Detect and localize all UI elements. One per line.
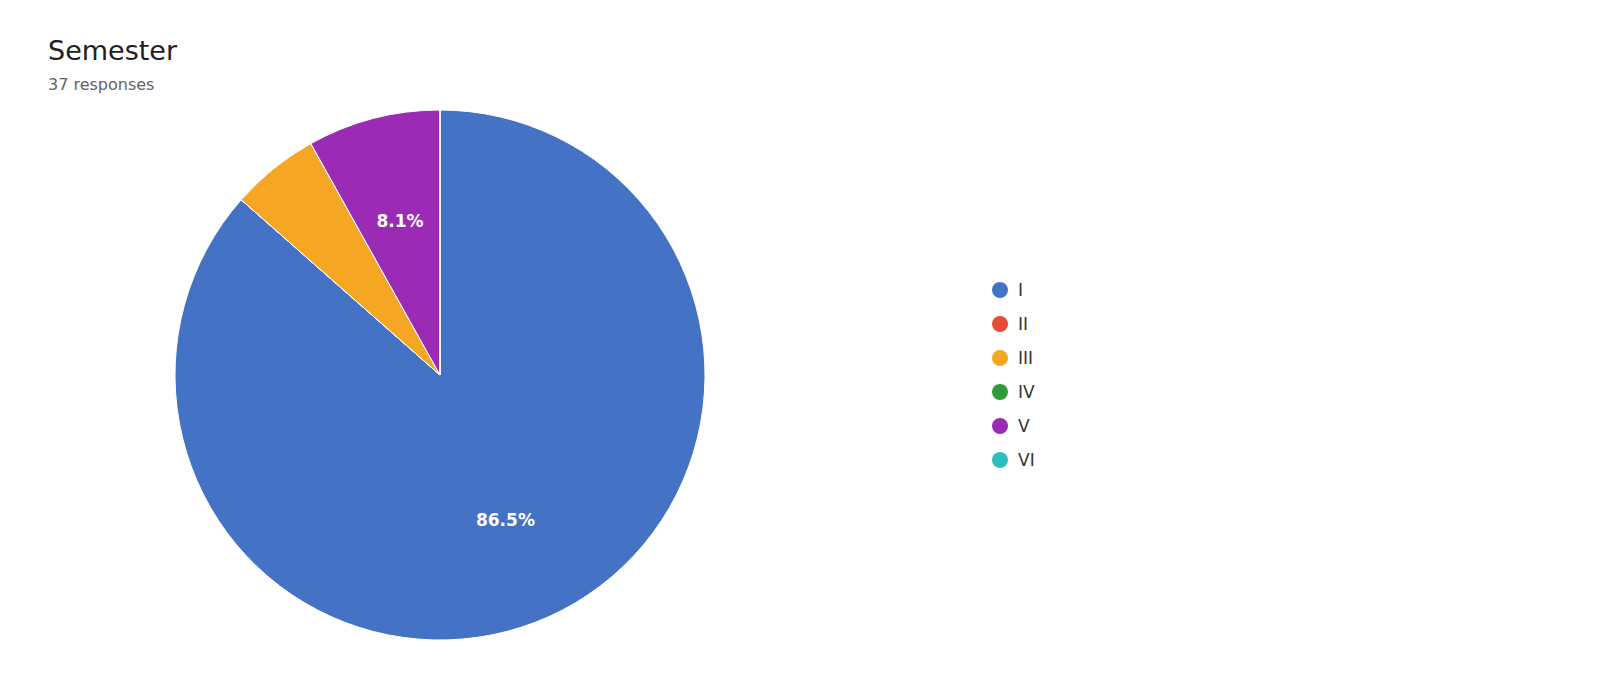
data-labels: 86.5% 8.1% [376,211,535,530]
legend-label: IV [1018,382,1035,402]
legend-label: III [1018,348,1033,368]
legend-swatch [992,350,1008,366]
legend-label: II [1018,314,1028,334]
pie-slice [311,110,440,375]
legend-item: II [992,314,1028,334]
legend-swatch [992,282,1008,298]
legend-item: V [992,416,1030,436]
chart: Semester37 responses86.5%8.1%IIIIIIIVVVI [0,0,1600,673]
legend-swatch [992,452,1008,468]
data-label: 86.5% [476,510,535,530]
pie-slice [439,110,440,375]
legend-item: I [992,280,1023,300]
pie-slice [175,110,705,640]
subtitle: 37 responses [48,75,154,94]
legend-swatch [992,384,1008,400]
data-label: 8.1% [376,211,423,231]
legend-swatch [992,316,1008,332]
pie [175,110,705,640]
legend: IIIIIIIVVVI [992,280,1035,470]
legend-item: VI [992,450,1035,470]
legend-item: III [992,348,1033,368]
legend-item: IV [992,382,1035,402]
legend-label: V [1018,416,1030,436]
legend-label: VI [1018,450,1035,470]
legend-label: I [1018,280,1023,300]
title: Semester [48,35,178,66]
legend-swatch [992,418,1008,434]
